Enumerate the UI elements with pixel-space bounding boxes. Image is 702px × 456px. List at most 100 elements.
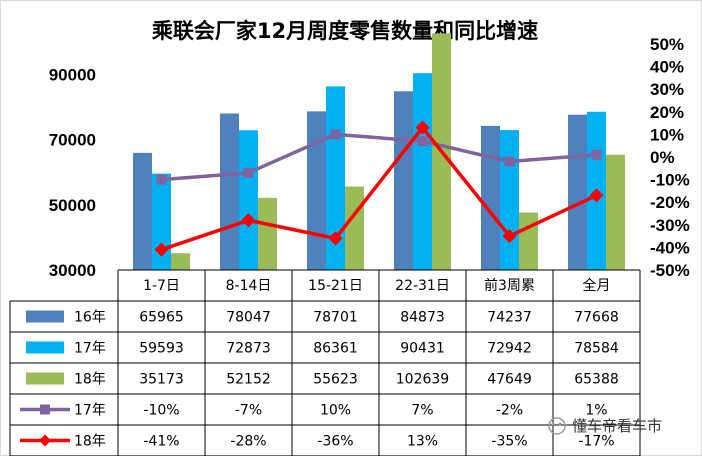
tick-layer: 30000 50000 70000 90000 50% 40% 30% 20% 10% 0% -10…	[49, 35, 690, 280]
bar-17-0	[152, 173, 171, 270]
point-series-1-2	[328, 231, 343, 246]
data-label-1-1: 72873	[226, 341, 271, 357]
legend-swatch-0	[26, 310, 64, 323]
data-label-2-1: 52152	[226, 372, 271, 388]
data-label-3-5: 1%	[585, 403, 607, 419]
point-series-1-3	[415, 120, 430, 135]
bar-16-4	[481, 125, 500, 270]
bar-18-1	[258, 197, 277, 270]
data-label-0-4: 74237	[487, 310, 532, 326]
point-series-1-0	[154, 242, 169, 257]
bar-16-5	[568, 114, 587, 270]
chart-title: 乘联会厂家12月周度零售数量和同比增速	[151, 19, 538, 43]
watermark-text: 懂车帝看车市	[572, 417, 662, 435]
point-series-0-1	[243, 167, 254, 178]
line-series-0	[161, 132, 597, 182]
x-tick-label-0: 1-7日	[143, 278, 180, 294]
data-label-2-5: 65388	[574, 372, 619, 388]
line-series-1	[160, 125, 598, 252]
data-label-2-4: 47649	[487, 372, 532, 388]
data-label-0-3: 84873	[400, 310, 445, 326]
point-series-1-4	[502, 229, 517, 244]
point-series-0-3	[417, 136, 428, 147]
bar-16-1	[220, 113, 239, 270]
data-label-2-2: 55623	[313, 372, 358, 388]
lines-layer	[154, 120, 604, 257]
data-label-1-5: 78584	[574, 341, 619, 357]
legend-marker-4	[39, 434, 51, 447]
bar-16-0	[133, 152, 152, 270]
y2-tick-label-7: -20%	[650, 193, 690, 212]
bar-18-2	[345, 186, 364, 270]
bar-18-5	[606, 154, 625, 270]
bar-16-2	[307, 111, 326, 270]
legend-label-4: 18年	[74, 434, 106, 450]
data-label-3-2: 10%	[320, 403, 351, 419]
point-series-0-5	[591, 149, 602, 160]
data-label-4-4: -35%	[491, 434, 527, 450]
data-label-1-2: 86361	[313, 341, 358, 357]
legend-swatch-2	[26, 372, 64, 385]
data-label-0-5: 77668	[574, 310, 619, 326]
x-tick-label-3: 22-31日	[395, 278, 450, 294]
bar-17-3	[413, 73, 432, 270]
data-label-0-2: 78701	[313, 310, 358, 326]
legend-swatch-1	[26, 341, 64, 354]
x-tick-label-4: 前3周累	[484, 277, 535, 294]
point-series-0-2	[330, 129, 341, 140]
data-label-4-1: -28%	[230, 434, 266, 450]
wechat-icon-eye-right	[558, 422, 562, 426]
wechat-icon	[548, 417, 566, 435]
data-label-3-4: -2%	[496, 403, 523, 419]
data-table: 1-7日 8-14日 15-21日 22-31日 前3周累 全月 16年 65965 78047…	[9, 269, 641, 456]
data-label-1-3: 90431	[400, 341, 445, 357]
bar-18-0	[171, 253, 190, 270]
data-label-2-0: 35173	[139, 372, 184, 388]
data-label-3-0: -10%	[143, 403, 179, 419]
x-tick-label-2: 15-21日	[308, 278, 363, 294]
y2-tick-label-4: 10%	[650, 125, 684, 144]
legend-label-2: 18年	[74, 372, 106, 388]
point-series-1-5	[589, 188, 604, 203]
data-label-1-4: 72942	[487, 341, 532, 357]
data-label-4-3: 13%	[407, 434, 438, 450]
y2-tick-label-6: -10%	[650, 171, 690, 190]
legend-label-3: 17年	[74, 403, 106, 419]
y2-tick-label-8: -30%	[650, 216, 690, 235]
watermark: 懂车帝看车市	[548, 417, 662, 435]
legend-marker-3	[40, 404, 50, 415]
y2-tick-label-0: 50%	[650, 35, 684, 54]
data-label-4-0: -41%	[143, 434, 179, 450]
x-tick-label-1: 8-14日	[226, 278, 272, 294]
bar-16-3	[394, 91, 413, 270]
data-label-4-5: -17%	[578, 434, 614, 450]
y-tick-label-3: 90000	[49, 66, 96, 85]
point-series-1-1	[241, 213, 256, 228]
legend-label-0: 16年	[74, 310, 106, 326]
y-tick-label-2: 70000	[49, 131, 96, 150]
y-tick-label-1: 50000	[49, 196, 96, 215]
point-series-0-0	[156, 174, 167, 185]
wechat-icon-eye-left	[551, 422, 555, 426]
bar-17-1	[239, 130, 258, 270]
y2-tick-label-9: -40%	[650, 238, 690, 257]
data-label-0-0: 65965	[139, 310, 184, 326]
data-label-3-1: -7%	[235, 403, 262, 419]
y2-tick-label-2: 30%	[650, 80, 684, 99]
legend-label-1: 17年	[74, 341, 106, 357]
data-label-2-3: 102639	[396, 372, 449, 388]
bar-17-4	[500, 130, 519, 270]
y2-tick-label-10: -50%	[650, 261, 690, 280]
point-series-0-4	[504, 156, 515, 167]
y-tick-label-0: 30000	[49, 261, 96, 280]
y2-tick-label-3: 20%	[650, 103, 684, 122]
data-label-0-1: 78047	[226, 310, 271, 326]
x-tick-label-5: 全月	[583, 277, 611, 294]
bar-18-4	[519, 212, 538, 270]
y2-tick-label-5: 0%	[650, 148, 675, 167]
data-label-1-0: 59593	[139, 341, 184, 357]
data-label-4-2: -36%	[317, 434, 353, 450]
data-label-3-3: 7%	[411, 403, 433, 419]
y2-tick-label-1: 40%	[650, 58, 684, 77]
